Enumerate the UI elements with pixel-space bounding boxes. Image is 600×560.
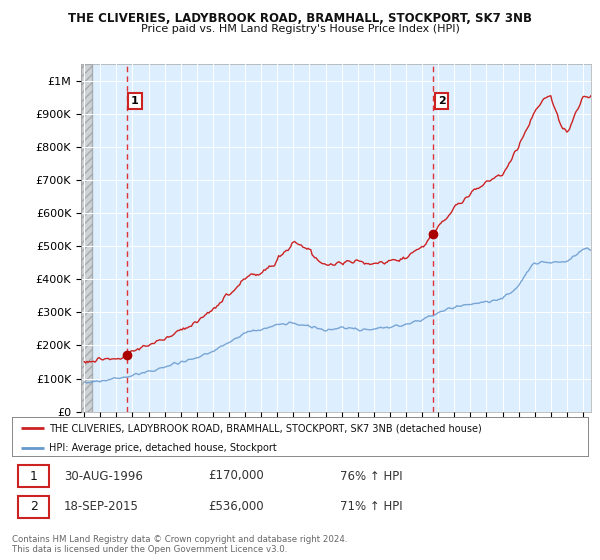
Text: THE CLIVERIES, LADYBROOK ROAD, BRAMHALL, STOCKPORT, SK7 3NB: THE CLIVERIES, LADYBROOK ROAD, BRAMHALL,…	[68, 12, 532, 25]
Text: HPI: Average price, detached house, Stockport: HPI: Average price, detached house, Stoc…	[49, 443, 277, 453]
Text: £536,000: £536,000	[208, 500, 263, 514]
Text: 2: 2	[29, 500, 38, 514]
Text: 1: 1	[29, 469, 38, 483]
Text: 18-SEP-2015: 18-SEP-2015	[64, 500, 139, 514]
Text: 2: 2	[437, 96, 445, 106]
Text: 1: 1	[131, 96, 139, 106]
Text: Price paid vs. HM Land Registry's House Price Index (HPI): Price paid vs. HM Land Registry's House …	[140, 24, 460, 34]
Bar	[81, 64, 92, 412]
Text: 76% ↑ HPI: 76% ↑ HPI	[340, 469, 403, 483]
Text: 30-AUG-1996: 30-AUG-1996	[64, 469, 143, 483]
Text: Contains HM Land Registry data © Crown copyright and database right 2024.
This d: Contains HM Land Registry data © Crown c…	[12, 535, 347, 554]
Text: 71% ↑ HPI: 71% ↑ HPI	[340, 500, 403, 514]
Text: THE CLIVERIES, LADYBROOK ROAD, BRAMHALL, STOCKPORT, SK7 3NB (detached house): THE CLIVERIES, LADYBROOK ROAD, BRAMHALL,…	[49, 423, 482, 433]
FancyBboxPatch shape	[18, 496, 49, 518]
Text: £170,000: £170,000	[208, 469, 263, 483]
FancyBboxPatch shape	[18, 465, 49, 487]
